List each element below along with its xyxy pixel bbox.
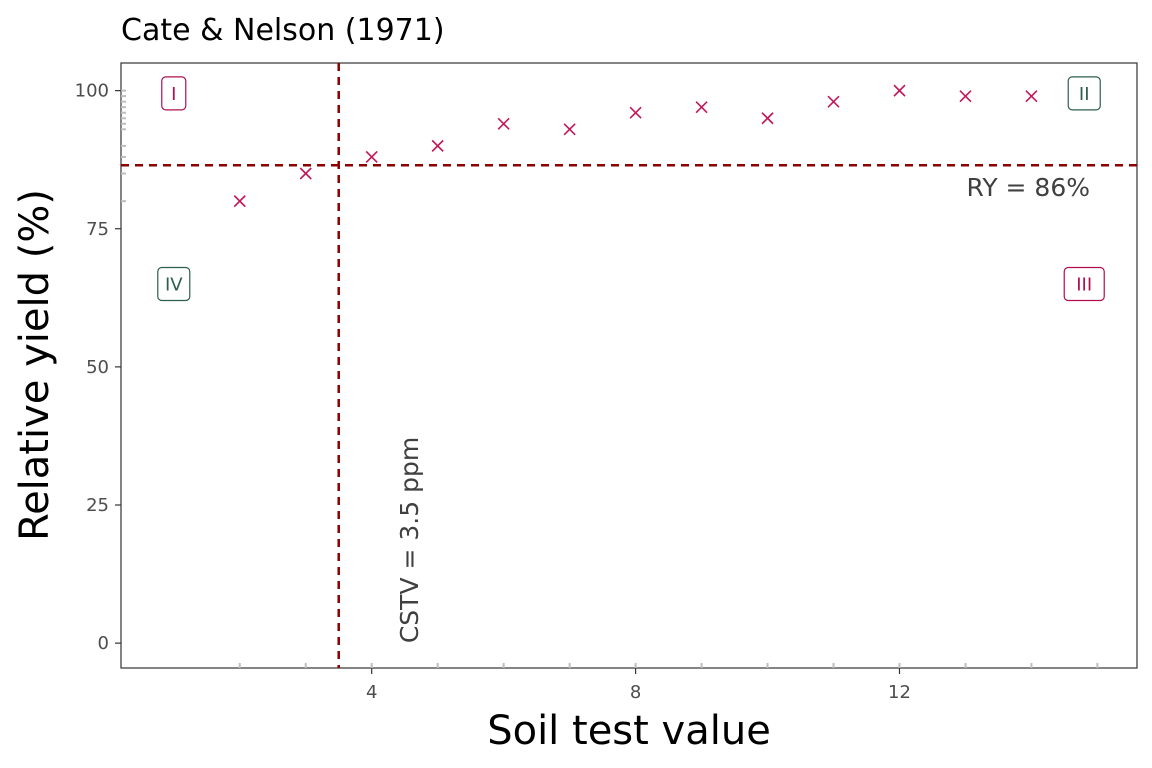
data-point <box>959 90 972 103</box>
data-point-stroke <box>299 167 312 180</box>
quadrant-label: II <box>1079 84 1090 105</box>
y-tick-label: 0 <box>98 633 109 654</box>
data-point <box>893 84 906 97</box>
x-axis-title: Soil test value <box>487 708 771 754</box>
data-point-stroke <box>959 90 972 103</box>
data-point <box>827 95 840 108</box>
quadrant-label: I <box>171 84 176 105</box>
data-point-stroke <box>431 139 444 152</box>
data-point-stroke <box>233 195 246 208</box>
quadrant-label: IV <box>165 275 183 296</box>
x-tick-label: 12 <box>888 682 911 703</box>
rug-marks <box>121 89 1099 668</box>
data-point <box>233 195 246 208</box>
quadrant-label-box <box>161 76 187 111</box>
quadrant-label: III <box>1076 275 1092 296</box>
quadrant-label-box <box>1063 266 1105 302</box>
data-point-stroke <box>365 150 378 163</box>
data-point-stroke <box>827 95 840 108</box>
data-point <box>629 106 642 119</box>
ry-label: RY = 86% <box>967 173 1090 202</box>
data-point <box>695 101 708 114</box>
y-axis: 0 25 50 75 100 <box>75 81 121 654</box>
reference-lines <box>121 63 1137 668</box>
data-point <box>563 123 576 136</box>
data-point-stroke <box>1025 90 1038 103</box>
x-tick-label: 4 <box>366 682 377 703</box>
data-point-stroke <box>563 123 576 136</box>
data-point-stroke <box>761 112 774 125</box>
cstv-label: CSTV = 3.5 ppm <box>395 437 424 643</box>
y-tick-label: 75 <box>86 219 109 240</box>
x-tick-label: 8 <box>630 682 641 703</box>
annotations: RY = 86% CSTV = 3.5 ppm <box>395 173 1090 643</box>
data-point-stroke <box>497 117 510 130</box>
data-point <box>1025 90 1038 103</box>
y-axis-title: Relative yield (%) <box>12 189 58 541</box>
x-axis: 4 8 12 <box>366 668 911 703</box>
data-point-stroke <box>893 84 906 97</box>
quadrant-label-box <box>1067 76 1101 111</box>
data-point <box>761 112 774 125</box>
y-tick-label: 100 <box>75 81 109 102</box>
data-point <box>299 167 312 180</box>
data-point-stroke <box>629 106 642 119</box>
plot-panel <box>120 62 1138 669</box>
data-point <box>365 150 378 163</box>
quadrant-label-box <box>157 266 191 302</box>
data-point <box>431 139 444 152</box>
y-tick-label: 50 <box>86 357 109 378</box>
data-point-stroke <box>695 101 708 114</box>
chart-title: Cate & Nelson (1971) <box>121 13 445 48</box>
y-tick-label: 25 <box>86 495 109 516</box>
data-points <box>233 84 1038 208</box>
data-point <box>497 117 510 130</box>
